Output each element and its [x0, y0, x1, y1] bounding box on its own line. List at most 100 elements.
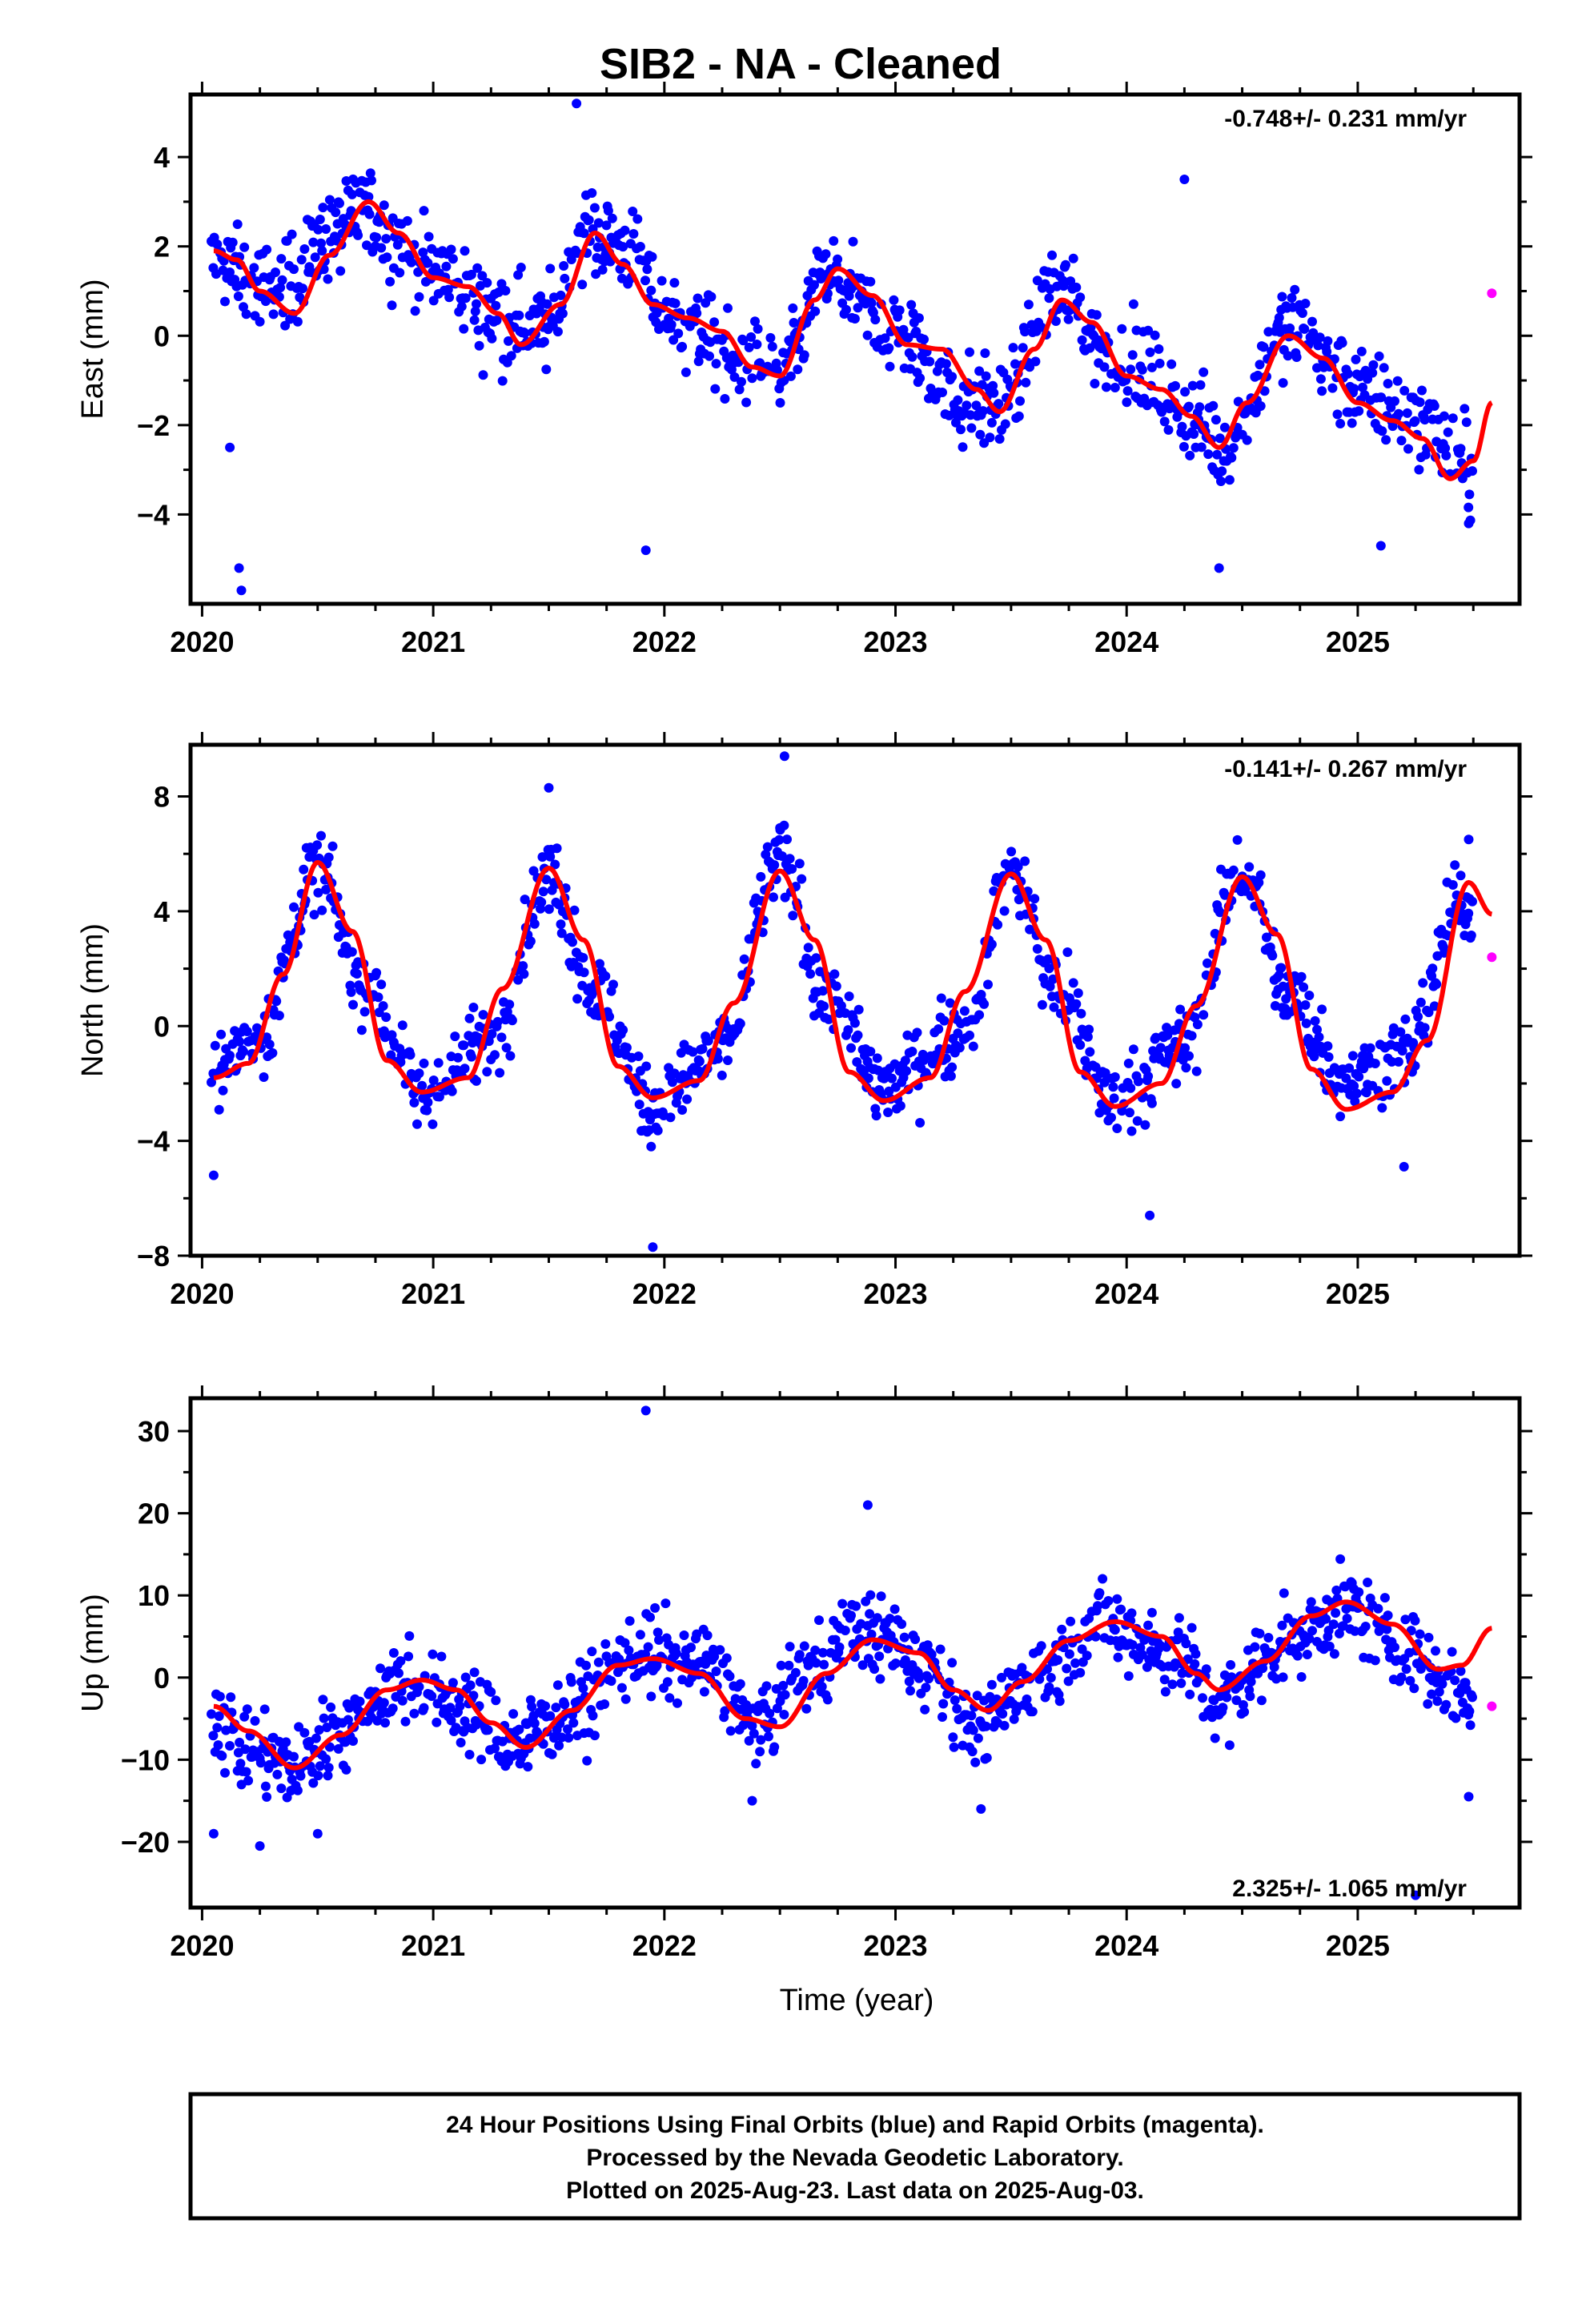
final-orbit-point — [799, 1641, 809, 1651]
final-orbit-point — [1274, 970, 1284, 980]
final-orbit-point — [697, 1043, 708, 1054]
final-orbit-point — [665, 1112, 676, 1123]
final-orbit-point — [920, 1704, 930, 1715]
final-orbit-point — [866, 1629, 877, 1639]
final-orbit-point — [419, 1058, 429, 1068]
final-orbit-point — [1347, 1051, 1358, 1061]
final-orbit-point — [1373, 1603, 1383, 1614]
final-orbit-point — [1145, 347, 1155, 357]
final-orbit-point — [314, 1725, 324, 1735]
final-orbit-point — [913, 1673, 924, 1683]
final-orbit-point — [1310, 1015, 1320, 1026]
final-orbit-point — [1199, 367, 1209, 377]
final-orbit-point — [985, 432, 995, 443]
final-orbit-point — [1018, 343, 1028, 353]
final-orbit-point — [1186, 1031, 1197, 1041]
final-orbit-point — [1285, 323, 1295, 333]
final-orbit-point — [1177, 421, 1187, 432]
final-orbit-point — [646, 1691, 656, 1702]
final-orbit-point — [966, 423, 977, 433]
final-orbit-point — [404, 1651, 414, 1662]
final-orbit-point — [1419, 1031, 1429, 1041]
final-orbit-point — [1093, 1601, 1102, 1611]
final-orbit-point — [1315, 374, 1326, 384]
final-orbit-point — [1468, 896, 1477, 907]
final-orbit-point — [225, 442, 235, 452]
final-orbit-point — [746, 332, 757, 342]
final-orbit-point — [316, 830, 326, 841]
final-orbit-point — [271, 267, 280, 277]
final-orbit-point — [1009, 1714, 1019, 1724]
final-orbit-point — [1443, 427, 1453, 437]
final-orbit-point — [1297, 308, 1307, 318]
final-orbit-point — [1382, 1624, 1392, 1634]
final-orbit-point — [1071, 282, 1082, 292]
final-orbit-point — [857, 1660, 868, 1671]
final-orbit-point — [208, 1731, 219, 1741]
final-orbit-point — [465, 1680, 476, 1691]
final-orbit-point — [464, 1013, 475, 1023]
final-orbit-point — [572, 99, 582, 109]
final-orbit-point — [618, 1025, 628, 1035]
final-orbit-point — [513, 270, 524, 280]
final-orbit-point — [1290, 284, 1300, 295]
final-orbit-point — [579, 228, 589, 239]
panel-north: 2020 2021 2022 2023 2024 2025 8 4 0 −4 −8 North (mm… — [76, 732, 1532, 1310]
final-orbit-point — [394, 1668, 404, 1679]
y-tick-label: 8 — [154, 781, 170, 814]
final-orbit-point — [1137, 364, 1147, 375]
final-orbit-point — [885, 361, 895, 372]
final-orbit-point — [900, 1055, 910, 1066]
final-orbit-points — [207, 1405, 1477, 1900]
x-tick-label: 2021 — [401, 1277, 465, 1310]
final-orbit-point — [1110, 383, 1120, 392]
final-orbit-point — [1274, 312, 1284, 323]
final-orbit-point — [1190, 1659, 1200, 1669]
final-orbit-point — [402, 215, 412, 226]
final-orbit-point — [1068, 978, 1078, 988]
final-orbit-point — [1350, 1626, 1360, 1636]
final-orbit-point — [915, 373, 926, 384]
final-orbit-point — [516, 263, 526, 272]
final-orbit-point — [312, 1828, 323, 1839]
final-orbit-point — [1299, 324, 1310, 334]
final-orbit-point — [785, 371, 796, 381]
final-orbit-point — [346, 206, 356, 216]
final-orbit-point — [975, 429, 986, 440]
final-orbit-point — [1122, 397, 1132, 408]
final-orbit-point — [227, 237, 238, 247]
final-orbit-point — [514, 310, 524, 320]
final-orbit-point — [500, 286, 511, 296]
final-orbit-point — [587, 188, 597, 198]
final-orbit-point — [588, 987, 598, 997]
y-tick-label: 20 — [138, 1498, 170, 1530]
final-orbit-point — [552, 327, 563, 337]
final-orbit-point — [556, 928, 567, 939]
plot-area — [207, 751, 1497, 1252]
final-orbit-point — [447, 1086, 457, 1096]
x-tick-label: 2024 — [1094, 625, 1158, 658]
final-orbit-point — [910, 1634, 921, 1644]
final-orbit-point — [1329, 1649, 1339, 1659]
final-orbit-point — [817, 986, 828, 996]
plot-frame — [188, 742, 1522, 1258]
final-orbit-point — [315, 215, 325, 224]
final-orbit-point — [409, 1097, 420, 1108]
final-orbit-point — [468, 1691, 479, 1701]
final-orbit-point — [614, 1654, 624, 1664]
final-orbit-point — [797, 874, 807, 884]
final-orbit-point — [1189, 429, 1199, 439]
final-orbit-point — [803, 943, 813, 953]
final-orbit-point — [1259, 386, 1270, 396]
final-orbit-point — [563, 1724, 572, 1735]
final-orbit-point — [897, 1619, 907, 1629]
final-orbit-point — [239, 1047, 248, 1057]
final-orbit-point — [308, 237, 319, 247]
final-orbit-point — [212, 1723, 223, 1733]
final-orbit-point — [645, 1612, 655, 1622]
final-orbit-point — [677, 341, 688, 352]
final-orbit-point — [262, 1791, 272, 1802]
final-orbit-point — [1191, 1649, 1201, 1659]
final-orbit-point — [1195, 402, 1205, 412]
final-orbit-point — [1162, 1030, 1173, 1040]
